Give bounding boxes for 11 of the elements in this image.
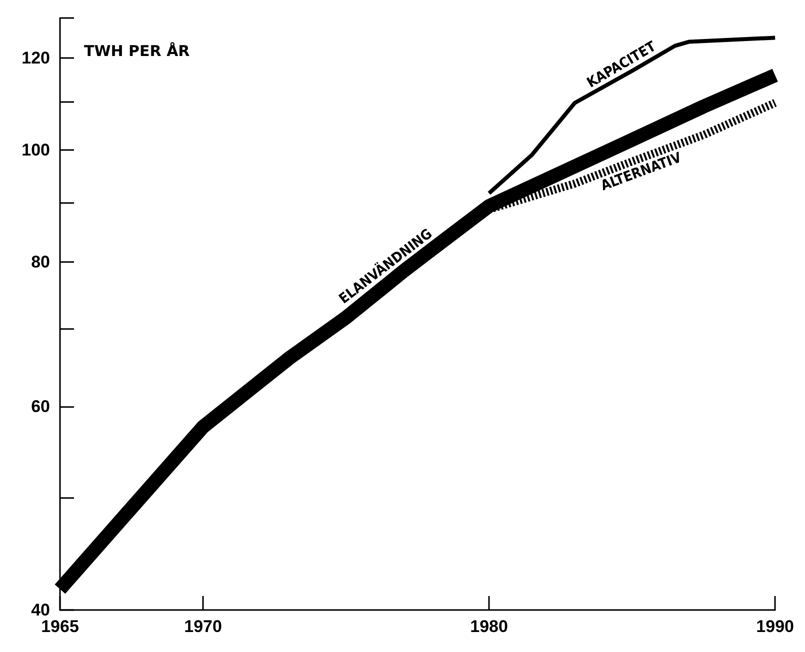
x-tick-label: 1965 [41,617,79,636]
y-tick-label: 80 [31,252,50,272]
y-tick-label: 40 [31,600,50,620]
y-tick-label: 120 [22,48,50,68]
line-series [487,36,778,196]
x-tick-label: 1980 [470,617,508,636]
y-axis-title: TWH PER ÅR [84,42,190,60]
x-tick-label: 1990 [756,617,794,636]
x-tick-label: 1970 [184,617,222,636]
y-tick-label: 60 [31,396,50,416]
y-tick-label: 100 [22,140,50,160]
